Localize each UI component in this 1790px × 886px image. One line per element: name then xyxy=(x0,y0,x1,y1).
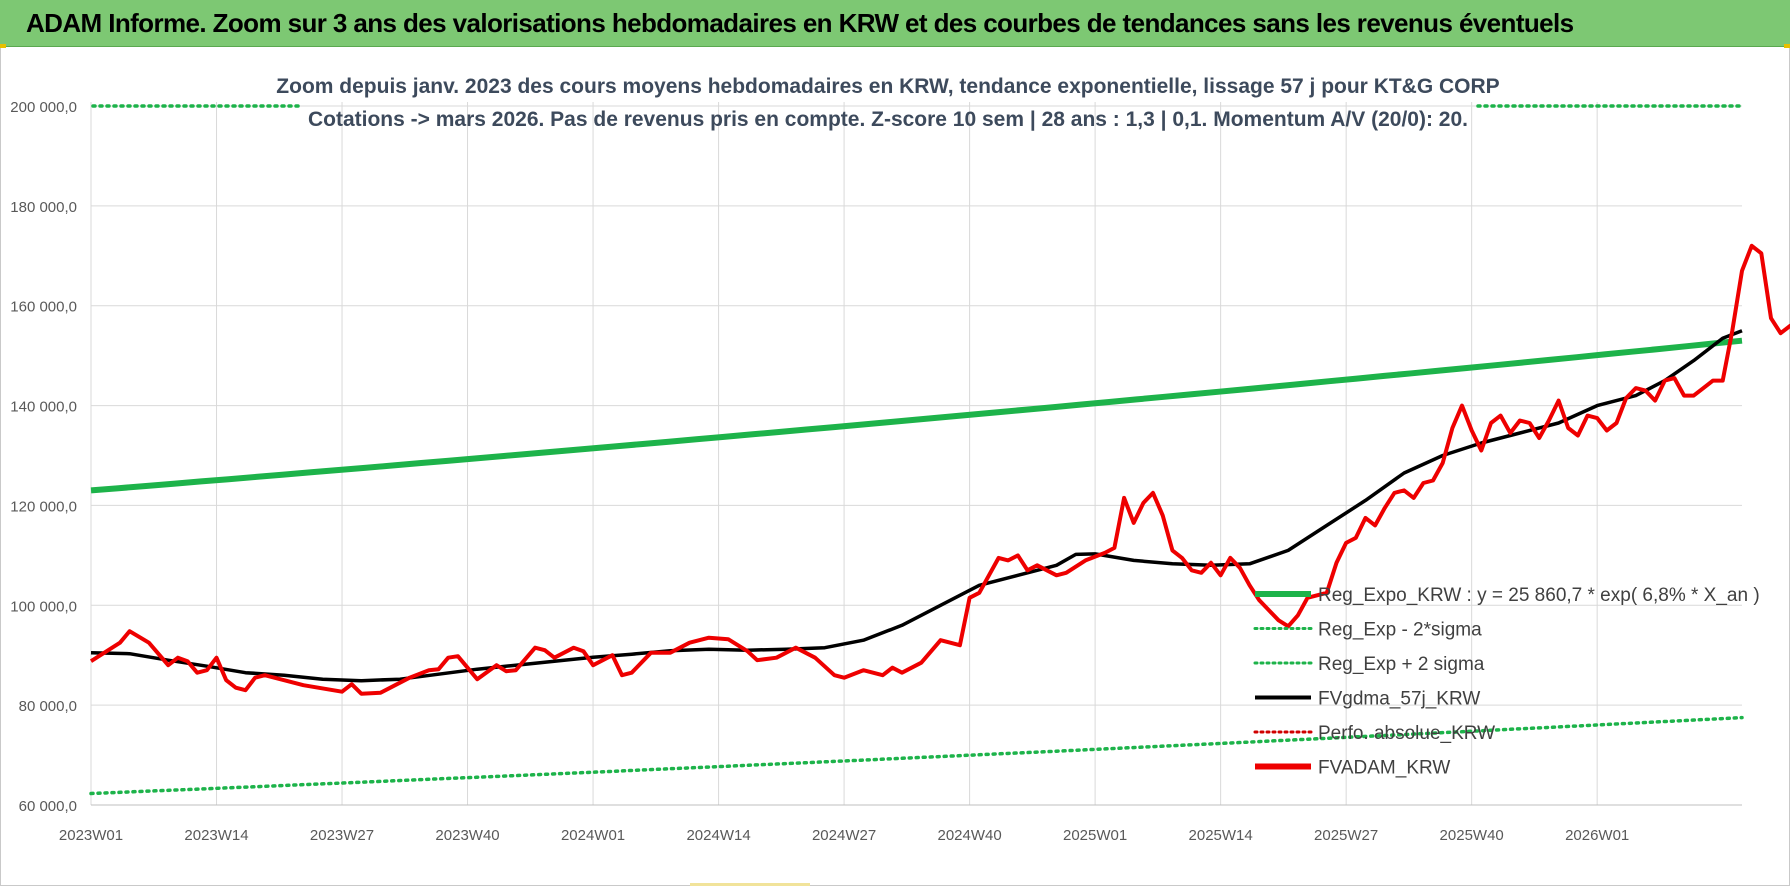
y-tick-label: 100 000,0 xyxy=(10,598,77,615)
x-tick-label: 2023W27 xyxy=(310,827,374,844)
x-tick-label: 2026W01 xyxy=(1565,827,1629,844)
banner-accent-right xyxy=(1784,44,1790,48)
y-tick-label: 200 000,0 xyxy=(10,99,77,116)
banner: ADAM Informe. Zoom sur 3 ans des valoris… xyxy=(0,0,1790,47)
y-tick-label: 60 000,0 xyxy=(19,798,77,815)
legend-label: FVgdma_57j_KRW xyxy=(1318,689,1480,710)
legend: Reg_Expo_KRW : y = 25 860,7 * exp( 6,8% … xyxy=(1253,585,1760,779)
x-tick-label: 2025W14 xyxy=(1189,827,1253,844)
banner-accent-left xyxy=(0,44,6,48)
x-tick-label: 2025W27 xyxy=(1314,827,1378,844)
series-reg-expo xyxy=(90,337,1743,494)
legend-label: FVADAM_KRW xyxy=(1318,758,1450,779)
x-tick-label: 2023W14 xyxy=(184,827,248,844)
x-tick-label: 2025W40 xyxy=(1440,827,1504,844)
legend-label: Reg_Expo_KRW : y = 25 860,7 * exp( 6,8% … xyxy=(1318,585,1760,606)
x-tick-label: 2024W01 xyxy=(561,827,625,844)
banner-title: ADAM Informe. Zoom sur 3 ans des valoris… xyxy=(26,8,1574,38)
legend-label: Reg_Exp - 2*sigma xyxy=(1318,620,1482,641)
bottom-accent xyxy=(690,883,810,886)
series-fvadam xyxy=(89,243,1790,696)
axes: 60 000,0 80 000,0 100 000,0 120 000,0 140 00… xyxy=(10,99,1742,844)
chart-title-line-1: Zoom depuis janv. 2023 des cours moyens … xyxy=(276,75,1499,98)
chart-title-line-2: Cotations -> mars 2026. Pas de revenus p… xyxy=(308,108,1468,131)
grid xyxy=(90,102,1742,806)
y-tick-label: 180 000,0 xyxy=(10,199,77,216)
x-tick-label: 2023W01 xyxy=(59,827,123,844)
x-tick-label: 2024W27 xyxy=(812,827,876,844)
y-tick-label: 160 000,0 xyxy=(10,299,77,316)
series-layer xyxy=(89,104,1790,796)
x-tick-label: 2024W40 xyxy=(937,827,1001,844)
x-tick-label: 2025W01 xyxy=(1063,827,1127,844)
chart: 60 000,0 80 000,0 100 000,0 120 000,0 140 00… xyxy=(10,75,1790,844)
x-tick-label: 2024W14 xyxy=(686,827,750,844)
series-reg-exp-minus-2sigma xyxy=(89,715,1744,796)
y-tick-label: 120 000,0 xyxy=(10,498,77,515)
legend-label: Reg_Exp + 2 sigma xyxy=(1318,654,1485,675)
y-tick-label: 140 000,0 xyxy=(10,399,77,416)
y-tick-label: 80 000,0 xyxy=(19,698,77,715)
x-tick-label: 2023W40 xyxy=(435,827,499,844)
legend-label: Perfo. absolue_KRW xyxy=(1318,723,1495,744)
series-fvgdma-57j xyxy=(90,329,1743,683)
